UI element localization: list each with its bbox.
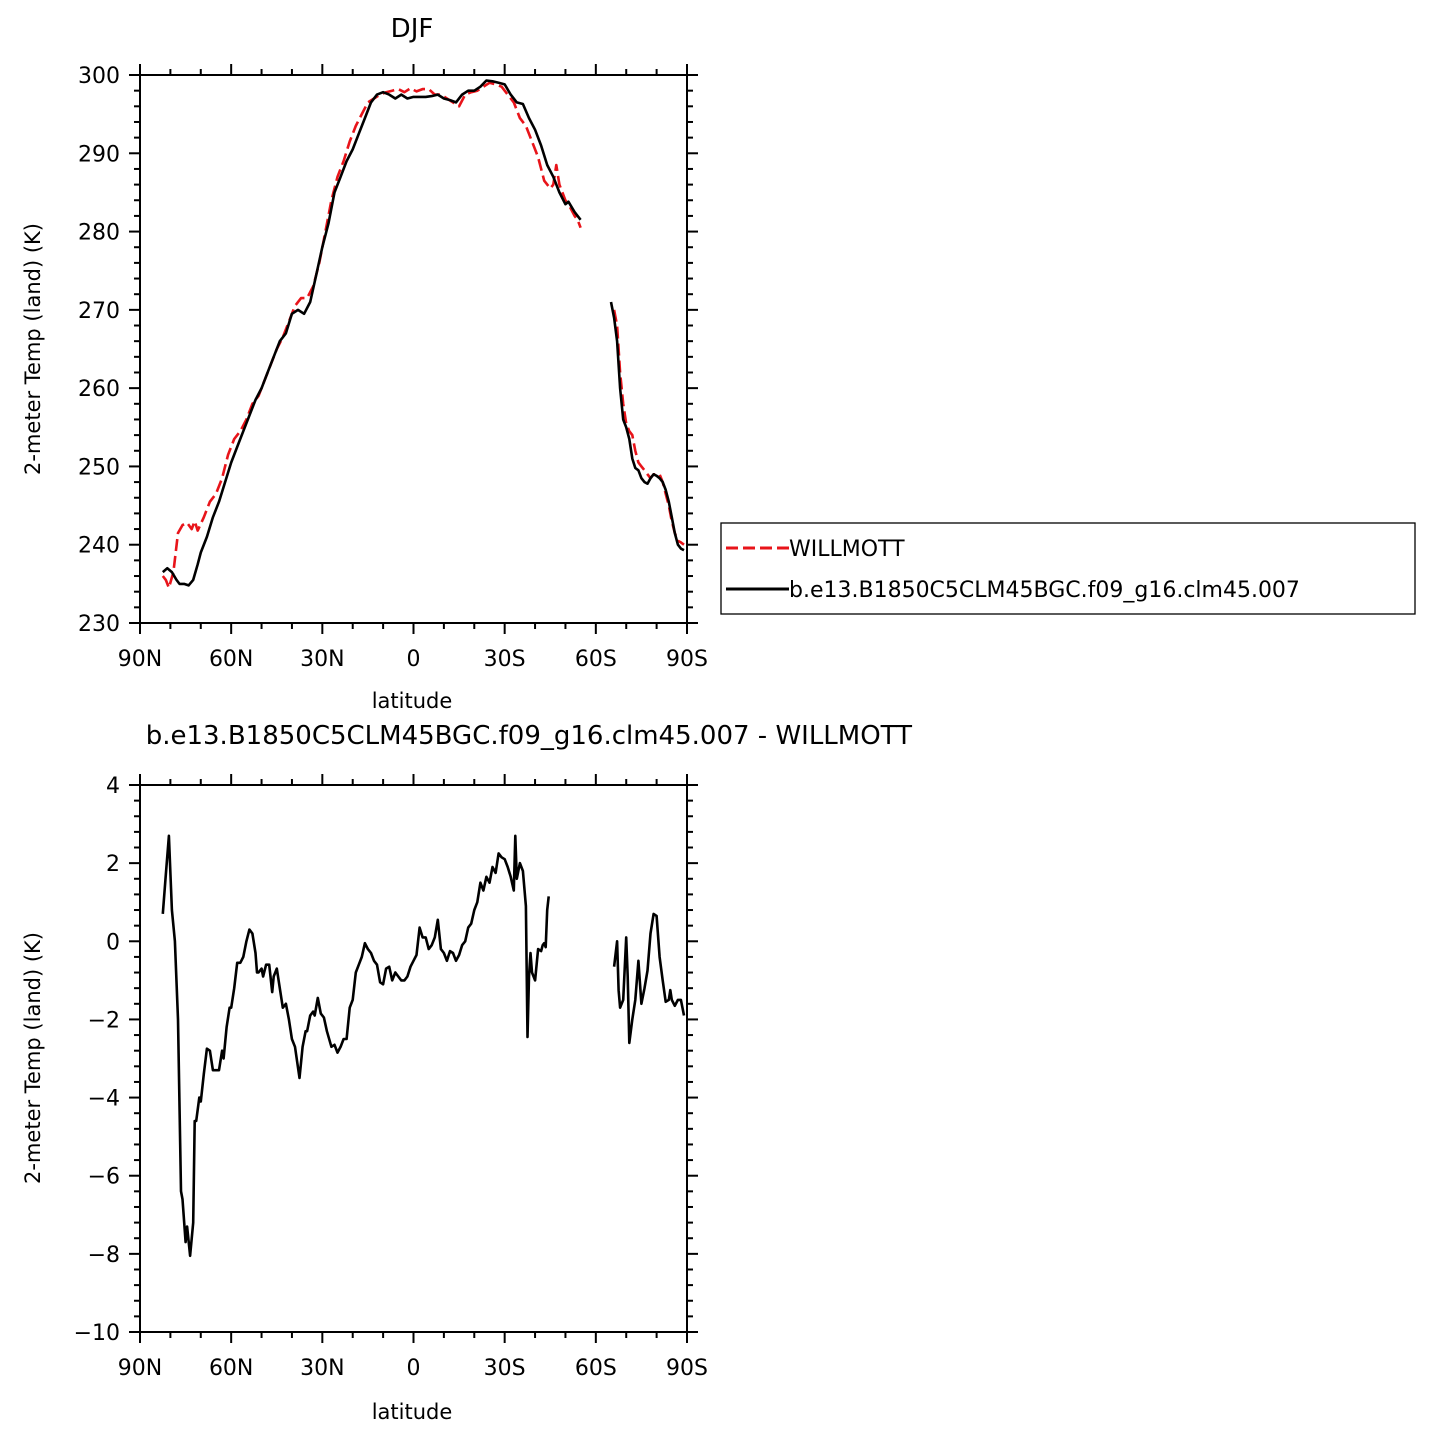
difference-panel-xtick-label: 90N <box>118 1356 162 1381</box>
temperature-panel-ytick-label: 300 <box>78 64 120 89</box>
temperature-panel-series-line-b-e13-b1850c5clm45bg <box>609 301 685 552</box>
legend-box <box>720 522 1416 615</box>
legend-label-willmott: WILLMOTT <box>789 537 905 562</box>
temperature-panel-title: DJF <box>391 14 434 44</box>
temperature-panel-ytick-label: 250 <box>78 455 120 480</box>
difference-panel-marks: 90N 60N 30N 0 30S 60S 90S −10 −8 −6 −4 −2 0 2 4 <box>74 774 708 1381</box>
difference-panel-ytick-label: −6 <box>88 1165 120 1190</box>
temperature-panel-ytick-label: 270 <box>78 299 120 324</box>
temperature-panel: DJF 2-meter Temp (land) (K) latitude 90N… <box>21 14 708 713</box>
difference-panel-xtick-label: 30S <box>484 1356 526 1381</box>
difference-panel-xtick-label: 30N <box>300 1356 344 1381</box>
temperature-panel-series-line-b-e13-b1850c5clm45bg <box>161 79 582 587</box>
temperature-panel-series-line-willmott <box>612 309 685 546</box>
difference-panel-ytick-label: −4 <box>88 1087 120 1112</box>
temperature-panel-xtick-label: 90S <box>666 647 708 672</box>
temperature-panel-xtick-label: 30S <box>484 647 526 672</box>
difference-panel-series-line-difference <box>612 912 686 1045</box>
temperature-panel-xtick-label: 60S <box>575 647 617 672</box>
difference-panel-ytick-label: −8 <box>88 1243 120 1268</box>
temperature-panel-ytick-label: 260 <box>78 377 120 402</box>
temperature-panel-xtick-label: 60N <box>209 647 253 672</box>
difference-panel-ytick-label: −2 <box>88 1008 120 1033</box>
temperature-panel-ytick-label: 240 <box>78 534 120 559</box>
difference-panel-xtick-label: 0 <box>407 1356 421 1381</box>
temperature-panel-xtick-label: 90N <box>118 647 162 672</box>
temperature-panel-ylabel: 2-meter Temp (land) (K) <box>21 223 45 475</box>
temperature-panel-ytick-label: 280 <box>78 221 120 246</box>
difference-panel: b.e13.B1850C5CLM45BGC.f09_g16.clm45.007 … <box>21 721 912 1424</box>
legend-label-model: b.e13.B1850C5CLM45BGC.f09_g16.clm45.007 <box>789 578 1300 603</box>
difference-panel-xlabel: latitude <box>372 1400 453 1424</box>
difference-panel-xtick-label: 60S <box>575 1356 617 1381</box>
temperature-panel-xlabel: latitude <box>372 689 453 713</box>
difference-panel-ytick-label: 0 <box>106 930 120 955</box>
difference-panel-series-line-difference <box>161 834 550 1258</box>
difference-panel-ylabel: 2-meter Temp (land) (K) <box>21 932 45 1184</box>
difference-panel-title: b.e13.B1850C5CLM45BGC.f09_g16.clm45.007 … <box>146 721 912 751</box>
difference-panel-xtick-label: 60N <box>209 1356 253 1381</box>
temperature-panel-xtick-label: 30N <box>300 647 344 672</box>
difference-panel-xtick-label: 90S <box>666 1356 708 1381</box>
temperature-panel-xtick-label: 0 <box>407 647 421 672</box>
temperature-panel-ytick-label: 230 <box>78 612 120 637</box>
temperature-panel-marks: 90N 60N 30N 0 30S 60S 90S 230 240 250 260 270 280 290… <box>78 64 708 672</box>
difference-panel-ytick-label: −10 <box>74 1321 120 1346</box>
temperature-panel-ytick-label: 290 <box>78 142 120 167</box>
legend: WILLMOTT b.e13.B1850C5CLM45BGC.f09_g16.c… <box>720 522 1416 615</box>
difference-panel-ytick-label: 2 <box>106 852 120 877</box>
difference-panel-ytick-label: 4 <box>106 774 120 799</box>
